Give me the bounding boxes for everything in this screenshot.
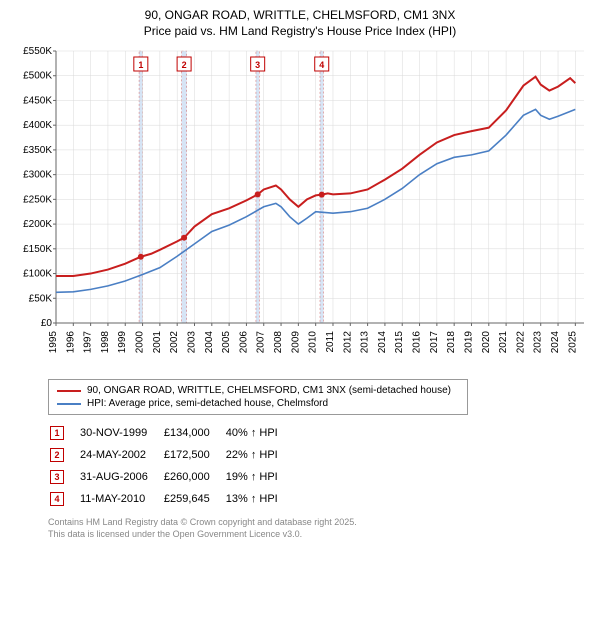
sale-date: 11-MAY-2010 [80,489,162,509]
sale-marker-cell: 3 [50,467,78,487]
x-tick-label: 2006 [238,331,249,354]
sale-marker-number: 1 [138,60,143,70]
y-tick-label: £0 [41,318,53,329]
x-tick-label: 2019 [463,331,474,354]
attribution-line-1: Contains HM Land Registry data © Crown c… [48,517,592,529]
table-row: 1 30-NOV-1999£134,00040% ↑ HPI [50,423,292,443]
attribution: Contains HM Land Registry data © Crown c… [48,517,592,540]
y-tick-label: £500K [23,71,52,82]
legend-item: HPI: Average price, semi-detached house,… [57,397,459,410]
sale-price: £134,000 [164,423,224,443]
sale-diff: 19% ↑ HPI [226,467,292,487]
title-line-2: Price paid vs. HM Land Registry's House … [8,24,592,40]
y-tick-label: £50K [29,293,53,304]
legend: 90, ONGAR ROAD, WRITTLE, CHELMSFORD, CM1… [48,379,468,415]
legend-item: 90, ONGAR ROAD, WRITTLE, CHELMSFORD, CM1… [57,384,459,397]
y-tick-label: £200K [23,219,52,230]
x-tick-label: 2002 [169,331,180,354]
x-tick-label: 2004 [204,331,215,354]
series-dot [319,192,325,198]
sale-date: 30-NOV-1999 [80,423,162,443]
sale-marker-number: 3 [255,60,260,70]
sale-marker-cell: 4 [50,489,78,509]
series-dot [181,235,187,241]
chart-area: £0 £50K £100K £150K £200K £250K £300K £350K £400… [8,43,592,373]
series-dot [255,192,261,198]
sale-diff: 22% ↑ HPI [226,445,292,465]
x-tick-label: 2024 [550,331,561,354]
sale-diff: 40% ↑ HPI [226,423,292,443]
x-tick-label: 2013 [360,331,371,354]
y-tick-label: £350K [23,145,52,156]
title-line-1: 90, ONGAR ROAD, WRITTLE, CHELMSFORD, CM1… [8,8,592,24]
x-tick-label: 2014 [377,331,388,354]
y-tick-label: £250K [23,195,52,206]
series-dot [138,254,144,260]
table-row: 2 24-MAY-2002£172,50022% ↑ HPI [50,445,292,465]
chart-title: 90, ONGAR ROAD, WRITTLE, CHELMSFORD, CM1… [8,8,592,39]
x-tick-label: 1999 [117,331,128,354]
x-tick-label: 2017 [429,331,440,354]
sale-band [320,51,323,323]
sale-price: £259,645 [164,489,224,509]
sale-marker-icon: 3 [50,470,64,484]
y-tick-label: £150K [23,244,52,255]
legend-label: 90, ONGAR ROAD, WRITTLE, CHELMSFORD, CM1… [87,385,451,396]
table-row: 4 11-MAY-2010£259,64513% ↑ HPI [50,489,292,509]
x-tick-label: 1998 [100,331,111,354]
x-tick-label: 2009 [290,331,301,354]
x-tick-label: 1997 [83,331,94,354]
x-tick-label: 2000 [135,331,146,354]
sale-band [256,51,259,323]
x-tick-label: 2020 [481,331,492,354]
x-tick-label: 2022 [515,331,526,354]
sale-marker-icon: 1 [50,426,64,440]
sale-marker-cell: 2 [50,445,78,465]
sale-band [139,51,142,323]
sale-marker-icon: 4 [50,492,64,506]
sale-marker-number: 4 [319,60,324,70]
sale-marker-number: 2 [182,60,187,70]
y-tick-label: £300K [23,170,52,181]
x-tick-label: 2001 [152,331,163,354]
x-tick-label: 2003 [186,331,197,354]
line-chart: £0 £50K £100K £150K £200K £250K £300K £350K £400… [8,43,592,373]
sale-marker-icon: 2 [50,448,64,462]
y-tick-label: £100K [23,269,52,280]
x-tick-label: 2018 [446,331,457,354]
legend-swatch [57,403,81,405]
x-tick-label: 1996 [65,331,76,354]
x-tick-label: 2016 [412,331,423,354]
x-tick-label: 2012 [342,331,353,354]
sale-band [182,51,187,323]
table-row: 3 31-AUG-2006£260,00019% ↑ HPI [50,467,292,487]
sale-price: £260,000 [164,467,224,487]
attribution-line-2: This data is licensed under the Open Gov… [48,529,592,541]
x-tick-label: 2023 [533,331,544,354]
y-tick-label: £400K [23,120,52,131]
x-tick-label: 2008 [273,331,284,354]
sale-diff: 13% ↑ HPI [226,489,292,509]
x-tick-label: 2010 [308,331,319,354]
sale-marker-cell: 1 [50,423,78,443]
x-tick-label: 2005 [221,331,232,354]
x-tick-label: 2025 [567,331,578,354]
sale-date: 24-MAY-2002 [80,445,162,465]
y-tick-label: £550K [23,46,52,57]
legend-swatch [57,390,81,392]
sales-table: 1 30-NOV-1999£134,00040% ↑ HPI 2 24-MAY-200… [48,421,294,511]
sale-price: £172,500 [164,445,224,465]
x-tick-label: 2021 [498,331,509,354]
y-tick-label: £450K [23,96,52,107]
sale-date: 31-AUG-2006 [80,467,162,487]
x-tick-label: 1995 [48,331,59,354]
x-tick-label: 2015 [394,331,405,354]
x-tick-label: 2011 [325,331,336,353]
x-tick-label: 2007 [256,331,267,354]
legend-label: HPI: Average price, semi-detached house,… [87,398,328,409]
